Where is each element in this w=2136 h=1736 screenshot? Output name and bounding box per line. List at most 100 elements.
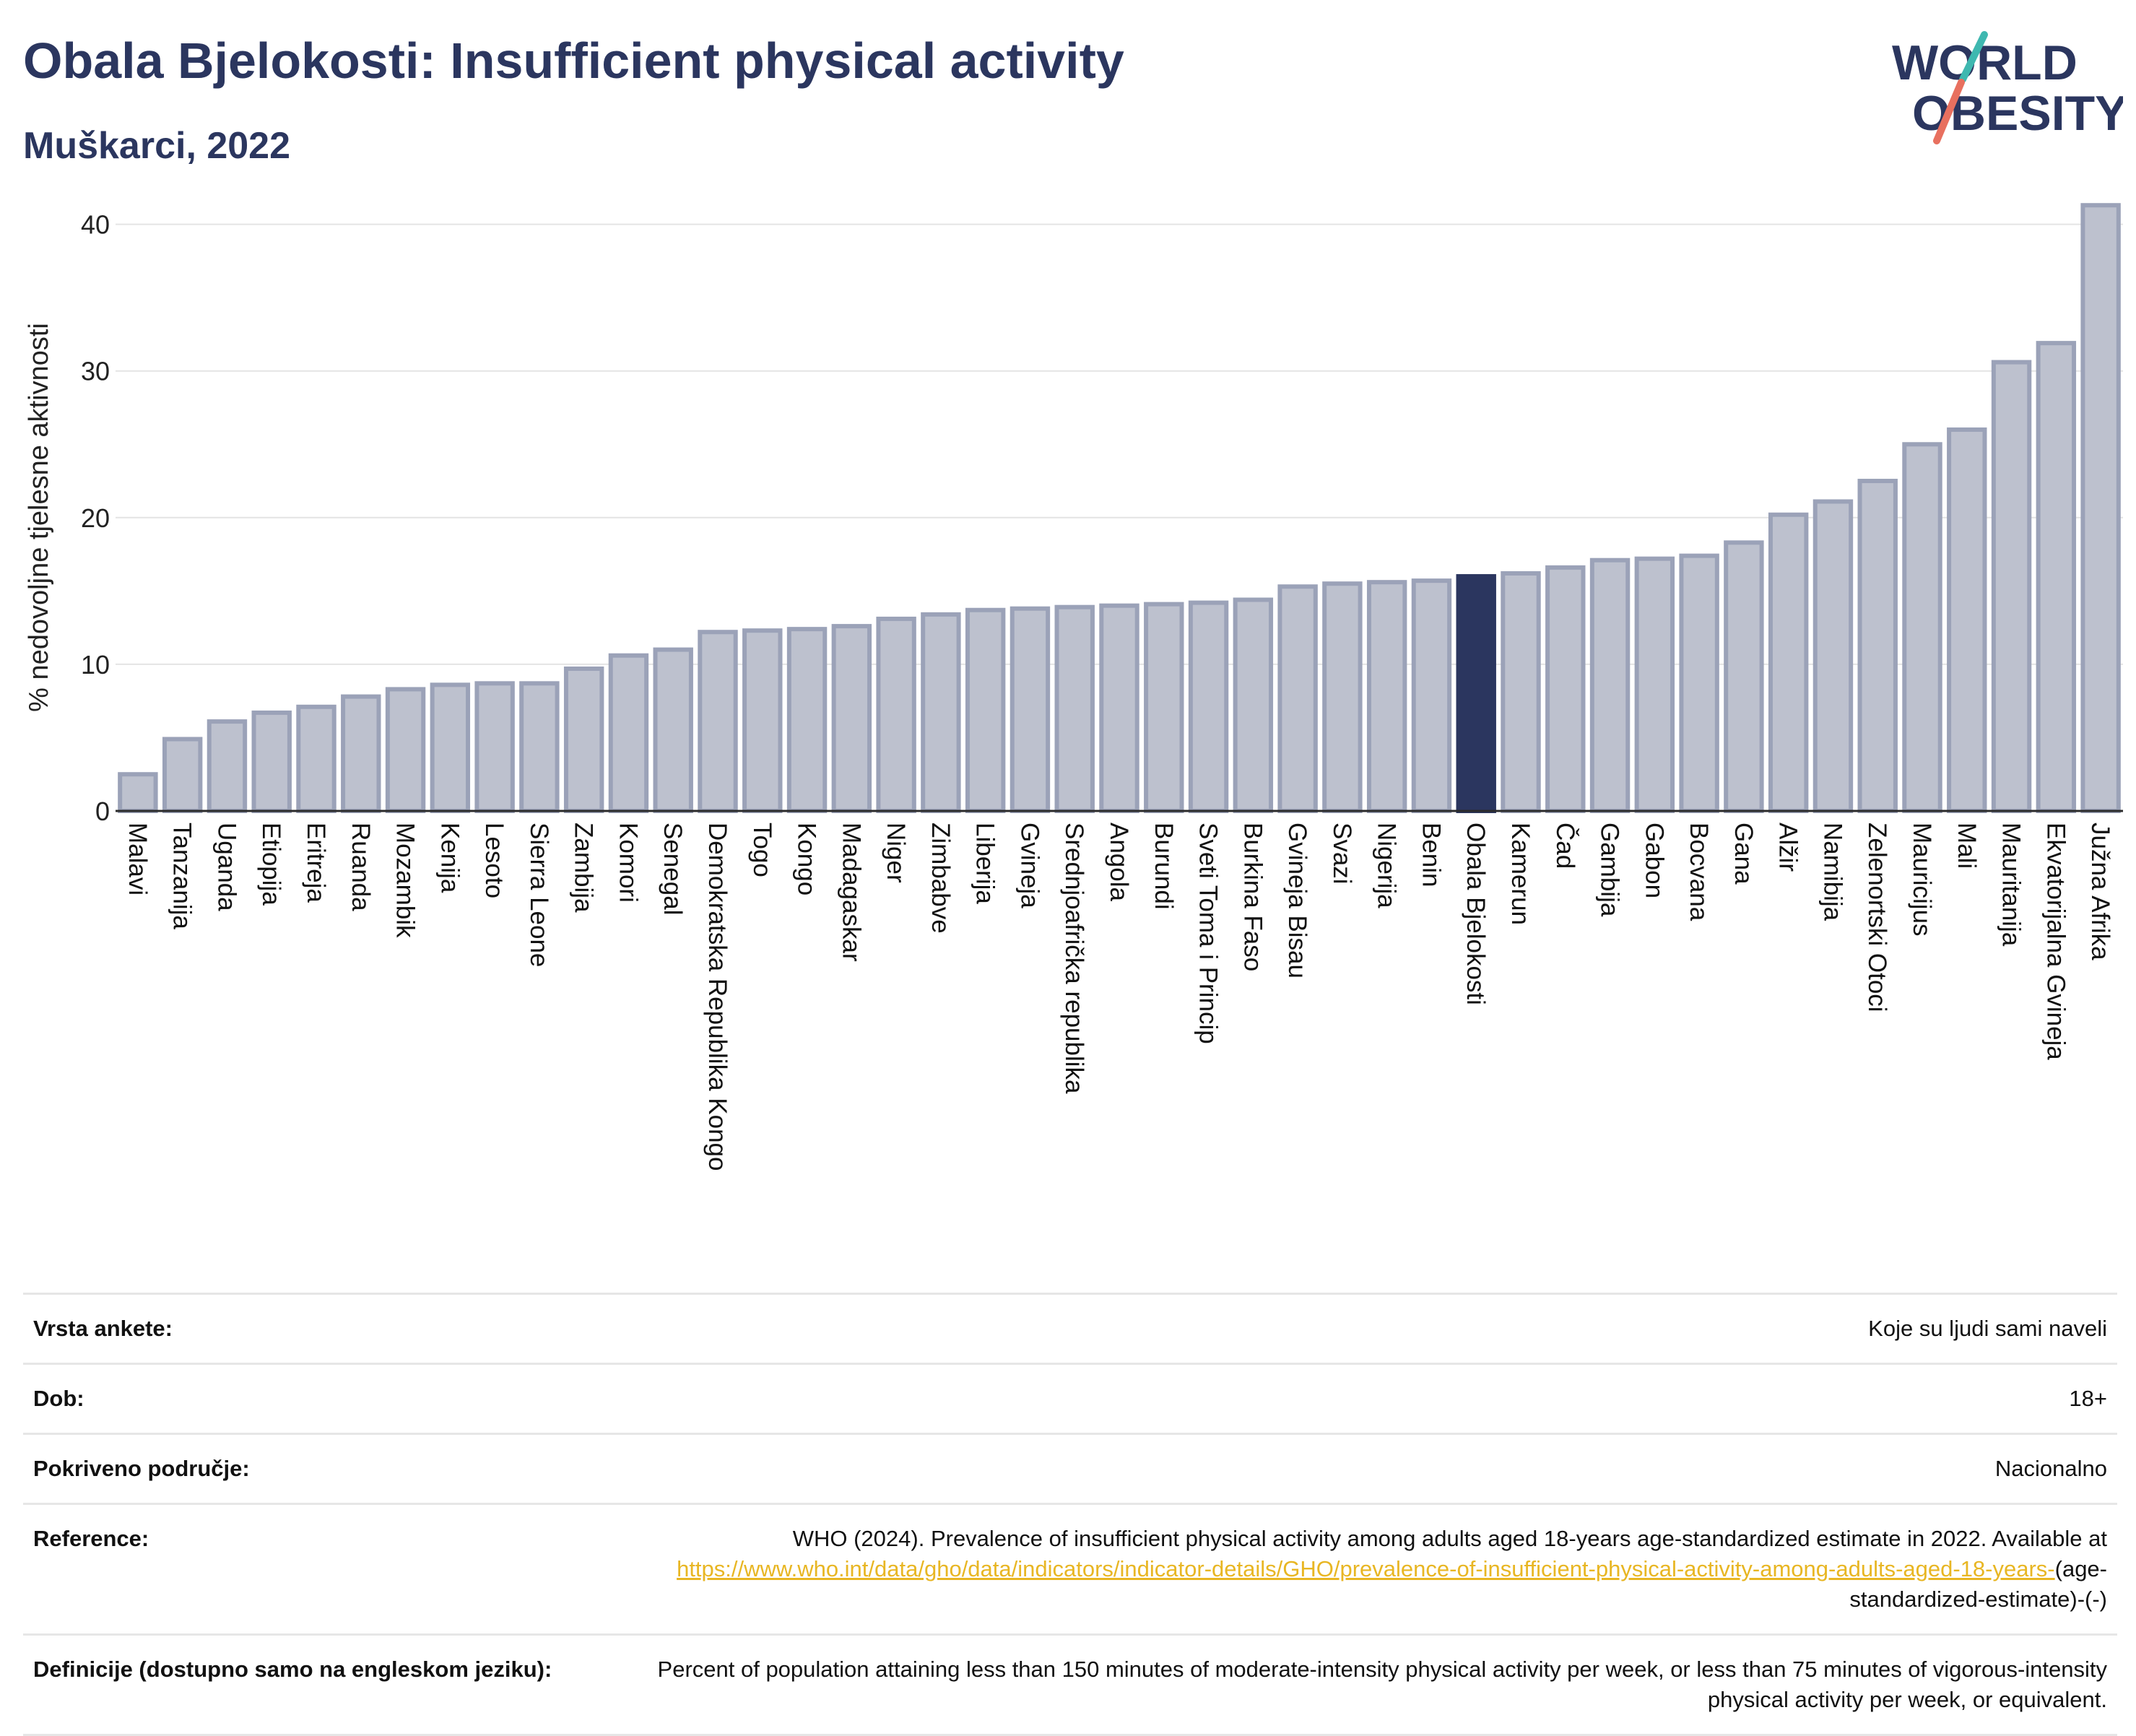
- bar-ekvatorijalna-gvineja: [2036, 341, 2077, 813]
- x-tick-label: Zelenortski Otoci: [1863, 823, 1891, 1012]
- bar-togo: [742, 628, 783, 814]
- x-tick-label: Srednjoafrička republika: [1060, 823, 1088, 1094]
- logo-line1: WORLD: [1892, 35, 2078, 90]
- x-tick-label: Lesoto: [480, 823, 508, 898]
- x-tick-label: Čad: [1551, 823, 1579, 869]
- x-tick-labels: Malavi Tanzanija Uganda Etiopija Eritreja Rua…: [123, 823, 2114, 1171]
- bar-ruanda: [341, 694, 381, 813]
- bar-mauricijus: [1902, 442, 1942, 813]
- bars: [118, 203, 2121, 814]
- x-tick-label: Gvineja: [1015, 823, 1043, 908]
- bar-gana: [1724, 540, 1764, 813]
- bar-benin: [1411, 578, 1452, 814]
- bar-gvineja-bisau: [1277, 584, 1318, 813]
- x-tick-label: Sierra Leone: [525, 823, 553, 967]
- x-tick-label: Togo: [748, 823, 776, 877]
- x-tick-label: Benin: [1417, 823, 1445, 887]
- reference-text: WHO (2024). Prevalence of insufficient p…: [792, 1526, 2107, 1551]
- x-tick-label: Liberija: [971, 823, 999, 904]
- y-tick-label: 20: [81, 503, 110, 533]
- info-row-reference: Reference: WHO (2024). Prevalence of ins…: [23, 1503, 2117, 1633]
- bar-eritreja: [296, 704, 337, 813]
- bar-alžir: [1768, 512, 1809, 813]
- x-tick-label: Obala Bjelokosti: [1462, 823, 1490, 1005]
- x-tick-label: Mauricijus: [1908, 823, 1936, 937]
- chart-subtitle: Muškarci, 2022: [23, 125, 291, 167]
- x-tick-label: Kamerun: [1506, 823, 1534, 925]
- y-tick-label: 40: [81, 210, 110, 240]
- x-tick-label: Madagaskar: [837, 823, 865, 962]
- bar-namibija: [1812, 499, 1854, 813]
- coverage-label: Pokriveno područje:: [33, 1456, 250, 1481]
- x-tick-label: Senegal: [659, 823, 687, 915]
- x-tick-label: Alžir: [1774, 823, 1802, 872]
- survey-label: Vrsta ankete:: [33, 1316, 173, 1341]
- bar-etiopija: [251, 710, 292, 814]
- bar-srednjoafrička-republika: [1054, 604, 1095, 813]
- reference-link[interactable]: https://www.who.int/data/gho/data/indica…: [677, 1556, 2055, 1581]
- x-tick-label: Burundi: [1150, 823, 1178, 910]
- bar-malavi: [118, 772, 158, 814]
- info-row-coverage: Pokriveno područje: Nacionalno: [23, 1433, 2117, 1503]
- x-tick-label: Komori: [614, 823, 642, 903]
- x-tick-label: Etiopija: [257, 823, 285, 906]
- coverage-value: Nacionalno: [1994, 1456, 2107, 1481]
- x-tick-label: Mali: [1953, 823, 1981, 869]
- bar-lesoto: [474, 681, 515, 813]
- x-tick-label: Bocvana: [1685, 823, 1713, 921]
- info-row-definition: Definicije (dostupno samo na engleskom j…: [23, 1633, 2117, 1736]
- x-tick-label: Svazi: [1328, 823, 1356, 885]
- logo-slash-coral: [1933, 79, 1965, 144]
- x-tick-label: Gana: [1729, 823, 1758, 885]
- bar-demokratska-republika-kongo: [698, 630, 738, 813]
- x-tick-label: Niger: [882, 823, 910, 883]
- bar-gabon: [1634, 556, 1675, 814]
- bar-burkina-faso: [1233, 597, 1274, 813]
- reference-value: WHO (2024). Prevalence of insufficient p…: [582, 1524, 2107, 1615]
- bar-kenija: [430, 682, 471, 813]
- info-row-age: Dob: 18+: [23, 1363, 2117, 1433]
- bar-zimbabve: [921, 612, 961, 813]
- bar-mozambik: [385, 687, 426, 814]
- x-tick-label: Demokratska Republika Kongo: [703, 823, 731, 1171]
- bar-bocvana: [1679, 553, 1719, 813]
- bar-burundi: [1144, 602, 1184, 814]
- x-tick-label: Sveti Toma i Princip: [1194, 823, 1223, 1044]
- bar-angola: [1099, 603, 1139, 814]
- x-tick-label: Uganda: [212, 823, 240, 911]
- x-tick-label: Gabon: [1640, 823, 1668, 898]
- x-tick-label: Južna Afrika: [2086, 823, 2114, 960]
- x-tick-label: Ruanda: [347, 823, 375, 911]
- y-tick-label: 0: [95, 797, 110, 826]
- bar-gvineja: [1010, 606, 1051, 813]
- x-tick-label: Tanzanija: [168, 823, 196, 929]
- bar-sveti-toma-i-princip: [1188, 600, 1229, 813]
- bar-tanzanija: [162, 737, 203, 814]
- bar-madagaskar: [831, 624, 872, 813]
- bar-čad: [1545, 565, 1586, 813]
- bar-liberija: [965, 607, 1006, 813]
- x-tick-label: Malavi: [123, 823, 152, 895]
- definition-value: Percent of population attaining less tha…: [657, 1657, 2107, 1712]
- bar-gambija: [1589, 557, 1631, 813]
- x-tick-label: Nigerija: [1373, 823, 1401, 908]
- x-tick-label: Angola: [1105, 823, 1133, 902]
- logo-slash-teal: [1959, 31, 1988, 83]
- x-tick-label: Zambija: [570, 823, 598, 913]
- bar-mali: [1947, 427, 1987, 813]
- bar-zambija: [563, 666, 604, 813]
- info-table: Vrsta ankete: Koje su ljudi sami naveli …: [23, 1293, 2117, 1736]
- bar-komori: [608, 653, 649, 813]
- x-tick-label: Gambija: [1596, 823, 1624, 917]
- bar-uganda: [207, 719, 248, 813]
- world-obesity-logo: WORLD OBESITY: [1892, 31, 2123, 144]
- bar-mauritanija: [1991, 360, 2032, 813]
- x-tick-label: Eritreja: [302, 823, 330, 903]
- bar-niger: [876, 616, 916, 813]
- y-axis-label: % nedovoljne tjelesne aktivnosti: [24, 323, 54, 712]
- x-tick-label: Mauritanija: [1997, 823, 2026, 947]
- bar-sierra-leone: [519, 681, 560, 813]
- bar-zelenortski-otoci: [1857, 479, 1898, 813]
- info-row-survey: Vrsta ankete: Koje su ljudi sami naveli: [23, 1293, 2117, 1363]
- bar-chart: 0 10 20 30 40 Malavi Tanzanija Uganda Etiopija E…: [24, 203, 2123, 1171]
